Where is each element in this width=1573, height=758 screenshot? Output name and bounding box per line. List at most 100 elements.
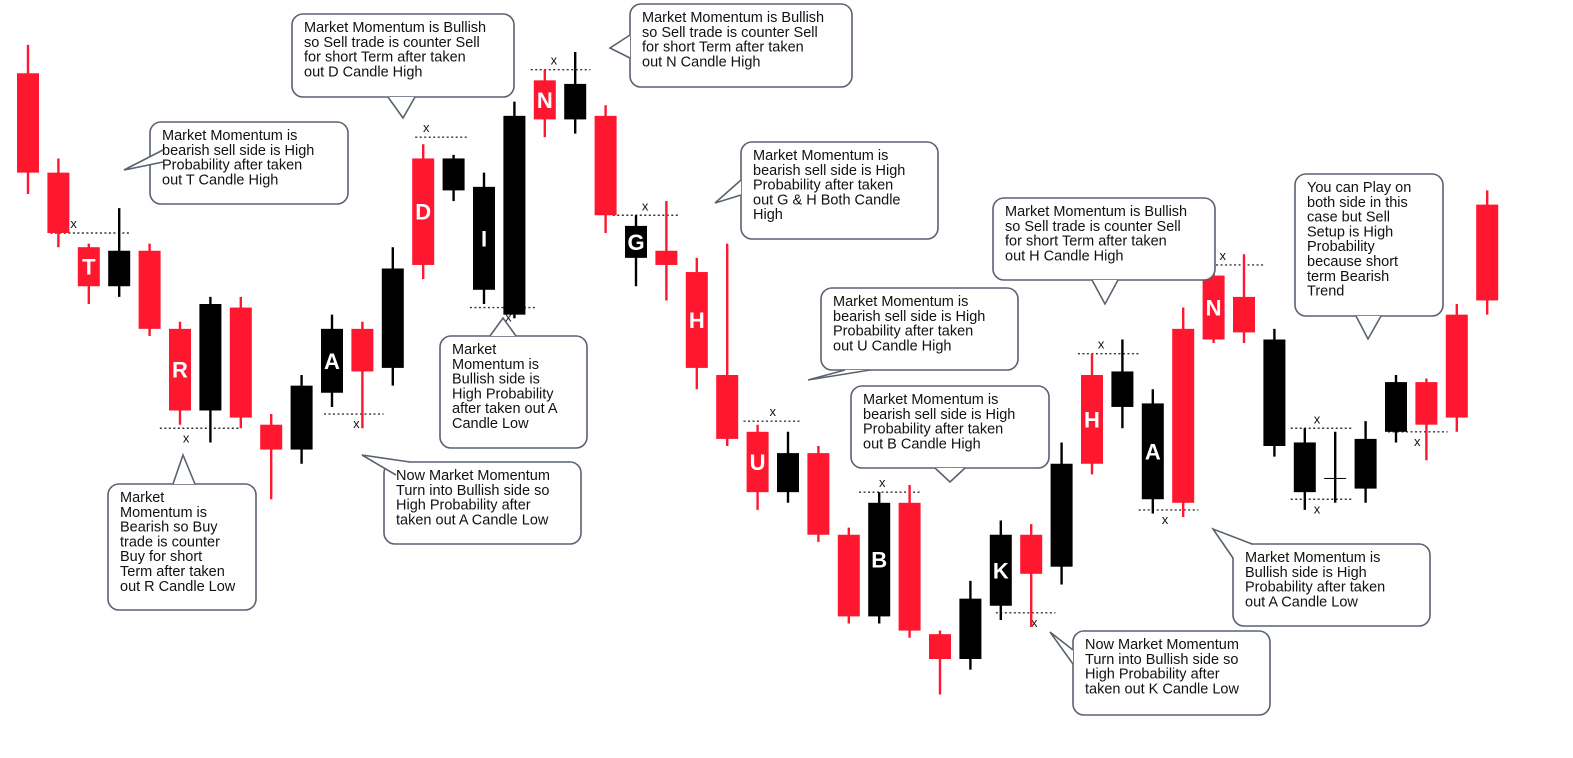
callout-text-line: out N Candle High [642, 54, 761, 70]
candle [594, 105, 617, 233]
callout-box [1232, 543, 1431, 627]
candle [47, 158, 70, 248]
candle-body [169, 328, 191, 411]
candle-body [777, 453, 799, 493]
candle-letter: D [415, 200, 431, 225]
callout-pointer [714, 179, 742, 204]
candle: U [746, 424, 769, 510]
callout-text-line: Term after taken [120, 564, 225, 580]
callout-text-line: both side in this [1307, 195, 1408, 211]
level-x-mark: x [1314, 411, 1321, 426]
candle [381, 247, 404, 386]
candle-body [533, 80, 556, 120]
candle-body [381, 268, 404, 368]
candle-letter: G [627, 230, 644, 255]
candle-body [594, 115, 617, 216]
candle-body [442, 158, 465, 191]
candle [898, 485, 921, 638]
callout-pointer-fill [1092, 280, 1118, 304]
callout-box [383, 461, 582, 545]
level-x-mark: x [1219, 248, 1226, 263]
candle-body [47, 172, 70, 233]
level-line: x [50, 216, 132, 234]
callout-text-line: Market Momentum is [1245, 550, 1380, 566]
candles-layer: T R A D I N G H U B K H A N [17, 44, 1499, 695]
candle [1050, 442, 1073, 585]
callout-pointer [1091, 279, 1119, 306]
level-x-mark: x [1031, 615, 1038, 630]
candle-body [1233, 296, 1255, 333]
callout-text-line: out R Candle Low [120, 579, 236, 595]
candle: I [473, 172, 495, 304]
candle-body [503, 115, 526, 315]
candle: N [533, 69, 556, 138]
callout-text-line: because short [1307, 254, 1398, 270]
callout-text-line: Market [452, 342, 496, 358]
callout-pointer-fill [1213, 529, 1252, 558]
candle-body [108, 250, 131, 287]
candle-body [1445, 314, 1468, 418]
level-line: x [324, 413, 384, 431]
callout-text-line: Market Momentum is Bullish [304, 20, 486, 36]
callout-text-line: Market Momentum is [863, 392, 998, 408]
candle-body [837, 534, 860, 617]
callout-text-line: Now Market Momentum [396, 468, 550, 484]
level-x-mark: x [70, 216, 77, 231]
candle-body [77, 247, 100, 287]
callout-text-line: trade is counter [120, 534, 220, 550]
callout-pointer-fill [610, 35, 630, 58]
candle: A [321, 314, 343, 407]
candle-body [959, 598, 982, 659]
candle [929, 630, 951, 695]
candle [564, 51, 587, 134]
candle-body [473, 186, 495, 290]
level-line: x [859, 475, 922, 493]
candle [351, 321, 374, 429]
candle-letter: H [1084, 407, 1100, 432]
callout-pointer-fill [173, 455, 195, 484]
callout-text-line: High [753, 207, 783, 223]
candle: A [1141, 389, 1164, 514]
candle-body [229, 307, 252, 418]
candle: H [1081, 353, 1103, 475]
callout-text-line: Probability after taken [1245, 580, 1385, 596]
candle-body [746, 431, 769, 493]
candle [1172, 307, 1195, 517]
callout-text-line: Probability after taken [162, 158, 302, 174]
candle [1354, 421, 1377, 503]
candle-letter: B [871, 548, 887, 573]
level-x-mark: x [1414, 434, 1421, 449]
candle [1476, 190, 1499, 315]
callout-text-line: taken out K Candle Low [1085, 681, 1239, 697]
candle-letter: A [1145, 439, 1161, 464]
callout-text-line: Turn into Bullish side so [1085, 652, 1238, 668]
callout-text-line: Market Momentum is [753, 148, 888, 164]
callout-pointer [1355, 315, 1382, 341]
candle-body [929, 634, 951, 659]
callout-text-line: so Sell trade is counter Sell [304, 35, 480, 51]
candle-body [1050, 463, 1073, 567]
candle-body [1263, 339, 1286, 446]
level-line: x [612, 198, 679, 216]
level-x-mark: x [353, 416, 360, 431]
candle-letter: K [993, 558, 1009, 583]
callout-text-line: bearish sell side is High [863, 407, 1015, 423]
candle: R [169, 321, 191, 425]
callout-text-line: Setup is High [1307, 224, 1393, 240]
callout-text-line: High Probability after [1085, 667, 1220, 683]
callout-pointer [934, 467, 966, 484]
candle-body [989, 534, 1012, 606]
callout-text-line: out T Candle High [162, 172, 278, 188]
callout-text-line: Candle Low [452, 416, 529, 432]
callout-pointer-fill [935, 468, 965, 482]
candle-body [1141, 403, 1164, 500]
candle-body [564, 83, 587, 120]
callout-pointer-fill [388, 97, 415, 118]
candle-body [17, 73, 39, 173]
